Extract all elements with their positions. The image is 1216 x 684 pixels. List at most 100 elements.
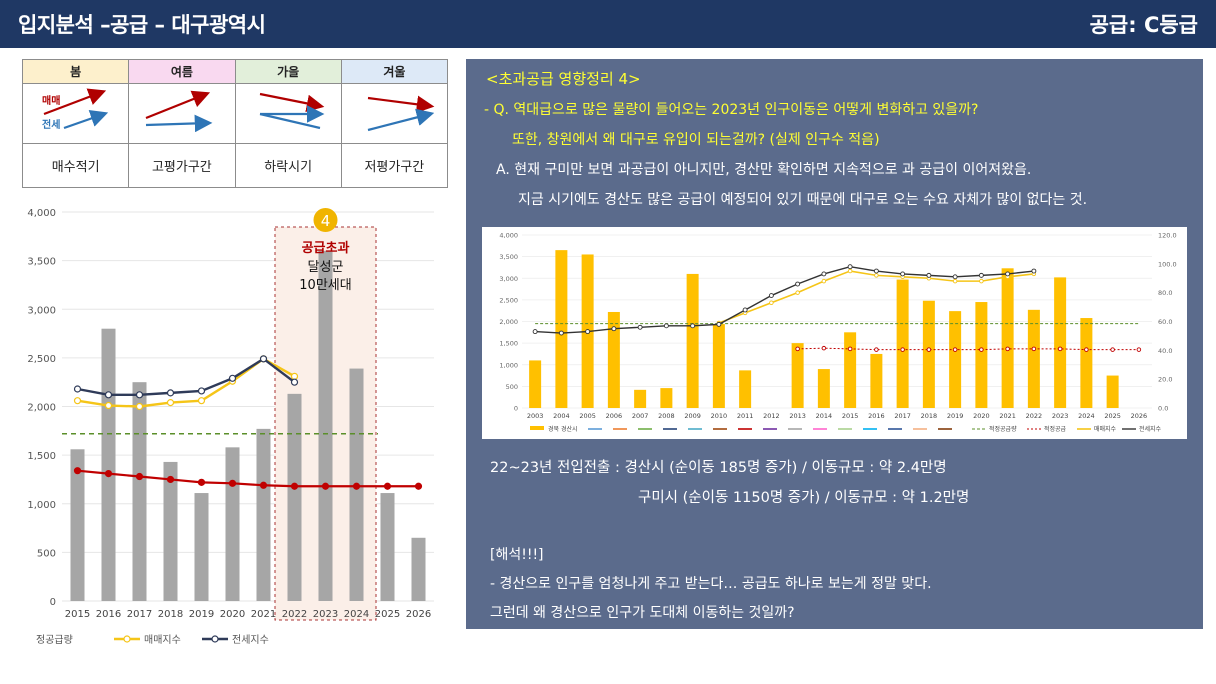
legend-supply-swatch xyxy=(530,426,544,430)
supply-bar xyxy=(739,370,752,408)
supply-bar xyxy=(194,493,209,601)
jeonse-index-point xyxy=(73,385,82,393)
legend-jeonse-marker xyxy=(211,635,219,643)
proper-supply-point xyxy=(952,347,958,352)
proper-supply-point xyxy=(1110,347,1115,352)
x-tick-label: 2019 xyxy=(189,609,214,620)
y2-tick-label: 20.0 xyxy=(1158,376,1172,384)
x-tick-label: 2021 xyxy=(999,412,1016,420)
x-tick-label: 2024 xyxy=(1078,412,1095,420)
y-tick-label: 4,000 xyxy=(499,232,518,240)
jeonse-index-point xyxy=(768,293,774,299)
y2-tick-label: 0.0 xyxy=(1158,405,1168,413)
x-tick-label: 2013 xyxy=(789,412,806,420)
legend-proper-supply: 적정공급 xyxy=(1044,426,1067,433)
question-line-2: 또한, 창원에서 왜 대구로 유입이 되는걸까? (실제 인구수 적음) xyxy=(512,132,880,148)
answer-line-1: A. 현재 구미만 보면 과공급이 아니지만, 경산만 확인하면 지속적으로 과… xyxy=(496,162,1032,178)
y-tick-label: 2,000 xyxy=(499,318,518,326)
y-tick-label: 3,000 xyxy=(499,275,518,283)
question-line-1: - Q. 역대급으로 많은 물량이 들어오는 2023년 인구이동은 어떻게 변… xyxy=(484,102,979,118)
supply-bar xyxy=(870,353,883,408)
y-tick-label: 3,500 xyxy=(499,253,518,261)
spring-arrows: 매매 전세 xyxy=(42,88,108,131)
x-tick-label: 2008 xyxy=(658,412,675,420)
x-tick-label: 2015 xyxy=(65,609,90,620)
sale-index-point xyxy=(73,397,82,405)
x-tick-label: 2015 xyxy=(842,412,859,420)
supply-bar xyxy=(896,279,909,408)
proper-supply-point xyxy=(1084,347,1089,352)
supply-bar xyxy=(686,273,699,408)
x-tick-label: 2012 xyxy=(763,412,780,420)
supply-bar xyxy=(975,302,988,408)
interpretation-title: [해석!!!] xyxy=(490,547,544,563)
supply-bar xyxy=(101,328,116,601)
x-tick-label: 2011 xyxy=(737,412,754,420)
winter-arrows xyxy=(368,95,435,132)
red-index-point xyxy=(135,472,144,481)
desc-winter: 저평가구간 xyxy=(340,143,449,188)
x-tick-label: 2026 xyxy=(1131,412,1148,420)
red-index-point xyxy=(228,479,237,487)
desc-summer: 고평가구간 xyxy=(128,143,236,188)
y2-tick-label: 40.0 xyxy=(1158,347,1172,355)
x-tick-label: 2010 xyxy=(711,412,728,420)
y-tick-label: 3,500 xyxy=(27,257,56,268)
supply-bar xyxy=(529,360,542,408)
y2-tick-label: 120.0 xyxy=(1158,232,1177,240)
supply-bar xyxy=(70,449,85,601)
jeonse-index-point xyxy=(166,389,175,397)
supply-bar xyxy=(225,447,240,601)
panel-title: <초과공급 영향정리 4> xyxy=(486,70,641,88)
proper-supply-point xyxy=(1136,347,1142,352)
gyeongsan-supply-chart: 0 500 1,000 1,500 2,000 2,500 3,000 3,500 4,000 0… xyxy=(482,227,1187,439)
arrow-cell-autumn xyxy=(234,83,342,144)
sale-index-point xyxy=(166,399,175,407)
red-index-point xyxy=(104,470,113,478)
y-tick-label: 1,000 xyxy=(499,361,518,369)
jeonse-index-point xyxy=(742,307,748,313)
jeonse-index-point xyxy=(259,355,268,363)
proper-supply-point xyxy=(847,346,853,352)
summer-arrows xyxy=(145,90,213,133)
daegu-supply-chart: 0 500 1,000 1,500 2,000 2,500 3,000 3,500 4,000 2… xyxy=(27,208,434,646)
grade-label: 공급: C등급 xyxy=(1089,13,1198,37)
proper-supply-point xyxy=(795,346,800,352)
x-tick-label: 2019 xyxy=(947,412,964,420)
y-tick-label: 4,000 xyxy=(27,208,56,219)
jeonse-index-point xyxy=(585,329,591,335)
x-tick-label: 2016 xyxy=(868,412,885,420)
jeonse-index-point xyxy=(978,272,984,278)
season-summer: 여름 xyxy=(128,59,236,84)
jeonse-index-point xyxy=(558,330,564,336)
x-tick-label: 2020 xyxy=(220,609,245,620)
sale-index-point xyxy=(874,273,879,278)
season-spring: 봄 xyxy=(21,59,130,84)
arrow-cell-spring: 매매 전세 xyxy=(21,83,130,144)
x-tick-label: 2022 xyxy=(1026,412,1043,420)
red-index-point xyxy=(259,481,268,489)
proper-supply-point xyxy=(979,347,984,352)
supply-bar xyxy=(949,311,962,408)
y-tick-label: 2,500 xyxy=(499,296,518,304)
sale-index-point xyxy=(979,278,984,284)
x-tick-label: 2005 xyxy=(579,412,596,420)
jeonse-index-point xyxy=(197,387,206,395)
sale-index-point xyxy=(847,268,853,274)
y-tick-label: 0 xyxy=(514,405,518,413)
answer-line-2: 지금 시기에도 경산도 많은 공급이 예정되어 있기 때문에 대구로 오는 수요… xyxy=(518,192,1088,208)
red-index-point xyxy=(197,478,206,486)
jeonse-index-point xyxy=(873,268,879,274)
y-tick-label: 1,000 xyxy=(27,500,56,511)
supply-bar xyxy=(1106,375,1119,408)
x-tick-label: 2018 xyxy=(158,609,183,620)
supply-bar xyxy=(1001,268,1014,408)
supply-bar xyxy=(256,428,271,601)
annotation-badge xyxy=(313,208,338,232)
proper-supply-line xyxy=(797,347,1139,351)
red-index-point xyxy=(73,467,82,475)
jeonse-index-point xyxy=(821,271,827,277)
legend-supply: 정공급량 xyxy=(36,634,73,646)
supply-bar xyxy=(607,311,620,408)
sale-label: 매매 xyxy=(42,94,60,107)
